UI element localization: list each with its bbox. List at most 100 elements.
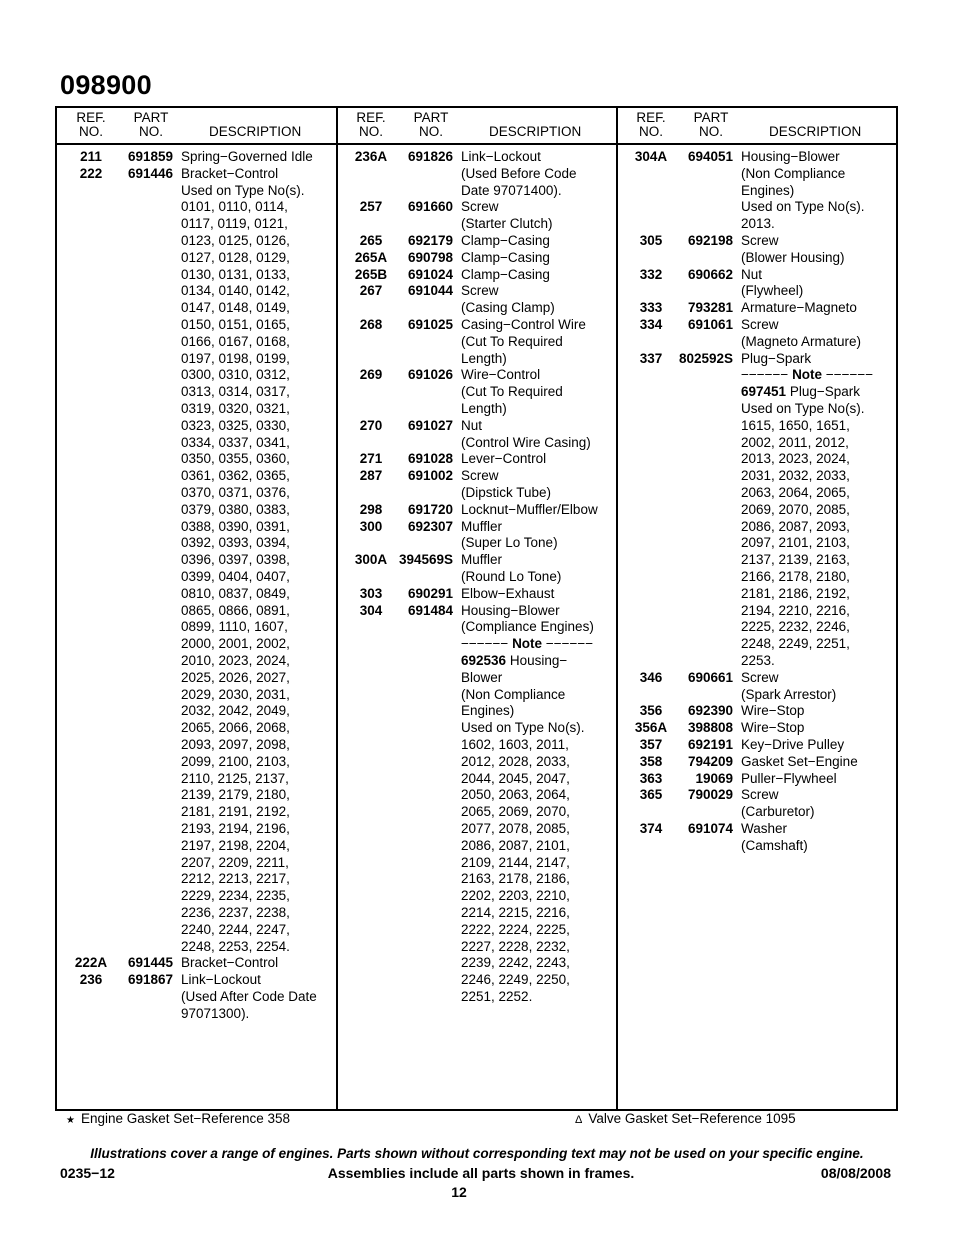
description: 0399, 0404, 0407, <box>181 568 290 585</box>
description-text: (Blower Housing) <box>741 249 845 265</box>
description: 2077, 2078, 2085, <box>461 820 570 837</box>
part-number: 19069 <box>695 770 733 786</box>
table-row: (Super Lo Tone) <box>337 534 617 551</box>
table-row: 2077, 2078, 2085, <box>337 820 617 837</box>
note-dashes: −−−−−− <box>741 367 793 383</box>
description: 2065, 2069, 2070, <box>461 803 570 820</box>
table-row: 0134, 0140, 0142, <box>57 282 337 299</box>
table-row: 363 19069 Puller−Flywheel <box>617 770 897 787</box>
description: (Control Wire Casing) <box>461 434 591 451</box>
description-text: 0313, 0314, 0317, <box>181 384 290 400</box>
parts-column-1: REF. NO. PART NO. DESCRIPTION 211 691859 Spri… <box>57 108 337 1109</box>
part-number: 691044 <box>407 283 453 299</box>
description: Link−Lockout <box>461 148 541 165</box>
table-row: 2109, 2144, 2147, <box>337 854 617 871</box>
description: (Spark Arrestor) <box>741 686 836 703</box>
table-row: 2166, 2178, 2180, <box>617 568 897 585</box>
part-number: 802592S <box>678 350 733 366</box>
description: Screw <box>741 316 779 333</box>
description: 0130, 0131, 0133, <box>181 266 290 283</box>
table-row: 2194, 2210, 2216, <box>617 602 897 619</box>
description-text: Elbow−Exhaust <box>461 585 555 601</box>
table-row: 337 802592S Plug−Spark <box>617 350 897 367</box>
description: Wire−Stop <box>741 702 804 719</box>
description-text: 2181, 2186, 2192, <box>741 585 850 601</box>
description: Engines) <box>741 182 794 199</box>
description-text: (Carburetor) <box>741 804 815 820</box>
ref-number: 269 <box>359 367 383 383</box>
description: 2251, 2252. <box>461 988 532 1005</box>
description: 2240, 2244, 2247, <box>181 921 290 938</box>
description-text: Plug−Spark <box>741 350 812 366</box>
description-text: 2010, 2023, 2024, <box>181 653 290 668</box>
description: (Round Lo Tone) <box>461 568 561 585</box>
description: (Cut To Required <box>461 333 563 350</box>
delta-icon: Δ <box>575 1114 583 1126</box>
description-text: Nut <box>461 417 483 433</box>
description: (Super Lo Tone) <box>461 534 558 551</box>
description: 0396, 0397, 0398, <box>181 551 290 568</box>
part-number: 692191 <box>687 737 733 752</box>
page-title: 098900 <box>60 70 152 100</box>
description-text: Plug−Spark <box>786 384 860 400</box>
description: Used on Type No(s). <box>461 719 585 736</box>
table-row: 0899, 1110, 1607, <box>57 618 337 635</box>
description-text: 0399, 0404, 0407, <box>181 569 290 584</box>
header-part-no: PART NO. <box>693 110 729 139</box>
table-row: 0370, 0371, 0376, <box>57 484 337 501</box>
description-text: Screw <box>461 199 499 215</box>
table-row: 2202, 2203, 2210, <box>337 887 617 904</box>
valve-gasket-footnote: Δ Valve Gasket Set−Reference 1095 <box>575 1111 796 1126</box>
description-text: Wire−Control <box>461 367 541 383</box>
note-dashes: −−−−−− <box>461 636 513 652</box>
description-text: (Used After Code Date <box>181 989 317 1004</box>
table-row: (Camshaft) <box>617 837 897 854</box>
part-number: 691720 <box>407 501 453 517</box>
ref-number: 300 <box>359 518 383 534</box>
description-text: Length) <box>461 401 507 416</box>
description-text: 2222, 2224, 2225, <box>461 921 570 937</box>
description: 0123, 0125, 0126, <box>181 232 290 249</box>
description: Armature−Magneto <box>741 299 857 316</box>
parts-column-3: REF. NO. PART NO. DESCRIPTION 304A 694051 Hou… <box>617 108 897 1109</box>
table-row: 304 691484 Housing−Blower <box>337 602 617 619</box>
table-row: 2000, 2001, 2002, <box>57 635 337 652</box>
table-row: Date 97071400). <box>337 182 617 199</box>
description-text: Screw <box>461 468 499 484</box>
note-dashes: −−−−−− <box>542 636 594 652</box>
description-text: Wire−Stop <box>741 703 805 719</box>
description: Clamp−Casing <box>461 266 550 283</box>
table-row: 2212, 2213, 2217, <box>57 870 337 887</box>
description-text: 2002, 2011, 2012, <box>741 434 849 450</box>
description: 0101, 0110, 0114, <box>181 198 288 215</box>
description-text: Screw <box>461 283 499 299</box>
table-row: Blower <box>337 669 617 686</box>
ref-number: 267 <box>359 283 383 299</box>
description: 0300, 0310, 0312, <box>181 366 290 383</box>
description-text: 2044, 2045, 2047, <box>461 770 570 786</box>
description: 0166, 0167, 0168, <box>181 333 290 350</box>
description: 2010, 2023, 2024, <box>181 652 290 669</box>
ref-number: 271 <box>359 451 383 467</box>
description: 2227, 2228, 2232, <box>461 938 570 955</box>
table-row: 2031, 2032, 2033, <box>617 467 897 484</box>
table-row: 2222, 2224, 2225, <box>337 921 617 938</box>
description-text: Housing−Blower <box>461 602 560 618</box>
table-row: 2225, 2232, 2246, <box>617 618 897 635</box>
ref-number: 268 <box>359 317 383 332</box>
part-number: 690291 <box>407 585 453 601</box>
description-text: Gasket Set−Engine <box>741 753 858 769</box>
ref-number: 346 <box>639 669 663 685</box>
table-row: 2246, 2249, 2250, <box>337 971 617 988</box>
description-text: Nut <box>741 266 763 282</box>
table-row: 0127, 0128, 0129, <box>57 249 337 266</box>
table-row: 271 691028 Lever−Control <box>337 450 617 467</box>
table-row: 2044, 2045, 2047, <box>337 770 617 787</box>
description-text: 2246, 2249, 2250, <box>461 972 570 988</box>
part-number: 691074 <box>687 821 733 836</box>
table-row: 97071300). <box>57 1005 337 1022</box>
description-text: 2097, 2101, 2103, <box>741 535 850 551</box>
description: 2012, 2028, 2033, <box>461 753 570 770</box>
table-row: 300 692307 Muffler <box>337 518 617 535</box>
part-number: 691028 <box>407 451 453 467</box>
